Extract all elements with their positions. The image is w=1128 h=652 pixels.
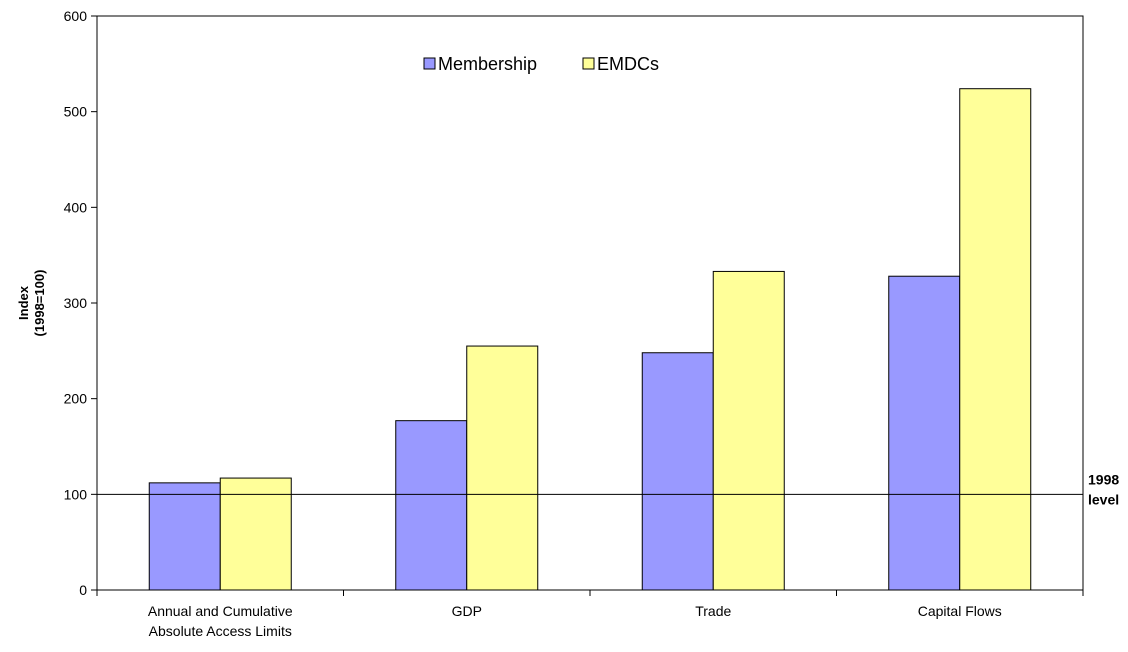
legend-label-emdcs: EMDCs (597, 54, 659, 74)
bar-emdcs-1 (466, 345, 539, 591)
reference-line-group: 1998 level (97, 471, 1119, 507)
bar-membership-0 (148, 482, 221, 591)
y-tick-label: 200 (64, 391, 88, 407)
x-category-label: GDP (452, 603, 482, 619)
y-tick-label: 400 (64, 199, 88, 215)
y-tick-label: 500 (64, 104, 88, 120)
reference-line-label: 1998 (1088, 471, 1119, 487)
legend-label-membership: Membership (438, 54, 537, 74)
y-tick-label: 300 (64, 295, 88, 311)
bar-emdcs-3 (959, 88, 1032, 591)
bar-emdcs-0 (219, 477, 292, 591)
x-category-label: Capital Flows (918, 603, 1002, 619)
bar-membership-2 (641, 352, 714, 591)
y-axis-title-line: (1998=100) (32, 270, 47, 337)
bar-membership-1 (395, 420, 468, 591)
x-category-label: Trade (695, 603, 731, 619)
bar-membership-3 (888, 275, 961, 591)
axes: 0 100 200 300 400 500 600 Annual and Cumulative… (16, 8, 1084, 639)
y-tick-label: 100 (64, 486, 88, 502)
y-axis-title-line: Index (16, 285, 31, 320)
bar-emdcs-2 (712, 270, 785, 591)
bars (148, 88, 1032, 591)
y-tick-label: 600 (64, 8, 88, 24)
legend-swatch-membership (423, 57, 436, 70)
x-category-label: Annual and Cumulative (148, 603, 293, 619)
legend-swatch-emdcs (582, 57, 595, 70)
x-category-label: Absolute Access Limits (149, 623, 292, 639)
y-tick-label: 0 (79, 582, 87, 598)
y-axis-title: Index (1998=100) (16, 270, 47, 337)
legend: Membership EMDCs (423, 54, 659, 74)
reference-line-label: level (1088, 491, 1119, 507)
